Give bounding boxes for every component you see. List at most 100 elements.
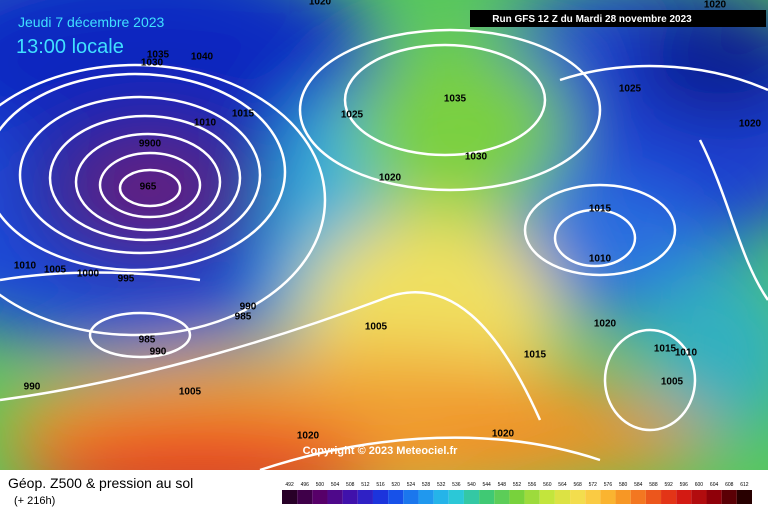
isobar-label: 990 — [240, 302, 257, 313]
colorbar-cell — [282, 490, 298, 504]
copyright: Copyright © 2023 Meteociel.fr — [303, 445, 459, 457]
colorbar-label: 600 — [695, 482, 704, 488]
isobar-label: 1000 — [77, 269, 100, 280]
isobar-label: 1015 — [232, 109, 255, 120]
isobar-label: 1040 — [191, 52, 214, 63]
run-info: Run GFS 12 Z du Mardi 28 novembre 2023 — [492, 14, 692, 25]
colorbar-cell — [357, 490, 373, 504]
colorbar-cell — [342, 490, 358, 504]
isobar-label: 1010 — [194, 118, 217, 129]
colorbar-cell — [524, 490, 540, 504]
isobar-label: 1025 — [341, 110, 364, 121]
legend-lead: (+ 216h) — [14, 495, 55, 507]
colorbar-cell — [691, 490, 707, 504]
isobar-label: 1005 — [661, 377, 684, 388]
isobar-label: 1010 — [589, 254, 612, 265]
colorbar-label: 604 — [710, 482, 719, 488]
colorbar-label: 516 — [376, 482, 385, 488]
isobar-label: 1005 — [179, 387, 202, 398]
isobar-label: 1035 — [147, 50, 170, 61]
isobar-label: 1015 — [589, 204, 612, 215]
colorbar-cell — [676, 490, 692, 504]
colorbar-cell — [448, 490, 464, 504]
colorbar-label: 536 — [452, 482, 461, 488]
colorbar-label: 584 — [634, 482, 643, 488]
colorbar-cell — [615, 490, 631, 504]
colorbar-label: 520 — [392, 482, 401, 488]
colorbar-label: 548 — [498, 482, 507, 488]
colorbar-cell — [509, 490, 525, 504]
colorbar-cell — [554, 490, 571, 504]
isobar-label: 1015 — [654, 344, 677, 355]
legend-title: Géop. Z500 & pression au sol — [8, 475, 193, 491]
colorbar-cell — [418, 490, 434, 504]
colorbar-cell — [433, 490, 449, 504]
colorbar-label: 512 — [361, 482, 370, 488]
isobar-label: 995 — [118, 274, 135, 285]
colorbar-label: 540 — [467, 482, 476, 488]
isobar-label: 1035 — [444, 94, 467, 105]
colorbar-cell — [463, 490, 480, 504]
colorbar-label: 576 — [604, 482, 613, 488]
isobar-label: 985 — [139, 335, 156, 346]
colorbar-cell — [327, 490, 343, 504]
forecast-date: Jeudi 7 décembre 2023 — [18, 14, 165, 30]
colorbar-cell — [388, 490, 404, 504]
colorbar-cell — [494, 490, 510, 504]
colorbar: 492 496 500 504 508 512 516 520 524 528 532 536 540 5… — [282, 482, 752, 504]
isobar-label: 985 — [235, 312, 252, 323]
colorbar-cell — [570, 490, 586, 504]
colorbar-label: 564 — [558, 482, 567, 488]
isobar-label: 1020 — [594, 319, 617, 330]
colorbar-label: 572 — [589, 482, 598, 488]
isobar-label: 1025 — [619, 84, 642, 95]
colorbar-label: 580 — [619, 482, 628, 488]
colorbar-cell — [721, 490, 737, 504]
colorbar-cell — [600, 490, 616, 504]
colorbar-label: 500 — [316, 482, 325, 488]
colorbar-label: 508 — [346, 482, 355, 488]
colorbar-label: 556 — [528, 482, 537, 488]
colorbar-cell — [297, 490, 313, 504]
colorbar-label: 496 — [301, 482, 310, 488]
colorbar-label: 596 — [680, 482, 689, 488]
colorbar-label: 504 — [331, 482, 340, 488]
colorbar-cell — [539, 490, 555, 504]
colorbar-label: 528 — [422, 482, 431, 488]
colorbar-cell — [312, 490, 328, 504]
colorbar-cell — [736, 490, 752, 504]
colorbar-label: 524 — [407, 482, 416, 488]
isobar-label: 9900 — [139, 139, 162, 150]
forecast-time: 13:00 locale — [16, 36, 124, 58]
colorbar-label: 608 — [725, 482, 734, 488]
colorbar-label: 560 — [543, 482, 552, 488]
colorbar-cell — [585, 490, 601, 504]
isobar-label: 965 — [140, 182, 157, 193]
isobar-label: 1005 — [365, 322, 388, 333]
isobar-label: 990 — [150, 347, 167, 358]
colorbar-label: 568 — [573, 482, 582, 488]
isobar-label: 1020 — [492, 429, 515, 440]
isobar-label: 1010 — [14, 261, 37, 272]
colorbar-cell — [661, 490, 677, 504]
run-box — [470, 10, 766, 27]
isobar-label: 1030 — [465, 152, 488, 163]
isobar-label: 1020 — [309, 0, 332, 8]
colorbar-label: 552 — [513, 482, 522, 488]
colorbar-cell — [372, 490, 389, 504]
isobars — [0, 28, 768, 470]
colorbar-label: 612 — [740, 482, 749, 488]
colorbar-label: 532 — [437, 482, 446, 488]
isobar-label: 1030 — [141, 58, 164, 69]
colorbar-label: 588 — [649, 482, 658, 488]
colorbar-cell — [403, 490, 419, 504]
isobar-label: 1020 — [297, 431, 320, 442]
colorbar-cell — [645, 490, 662, 504]
isobar-label: 1020 — [739, 119, 762, 130]
colorbar-label: 592 — [664, 482, 673, 488]
